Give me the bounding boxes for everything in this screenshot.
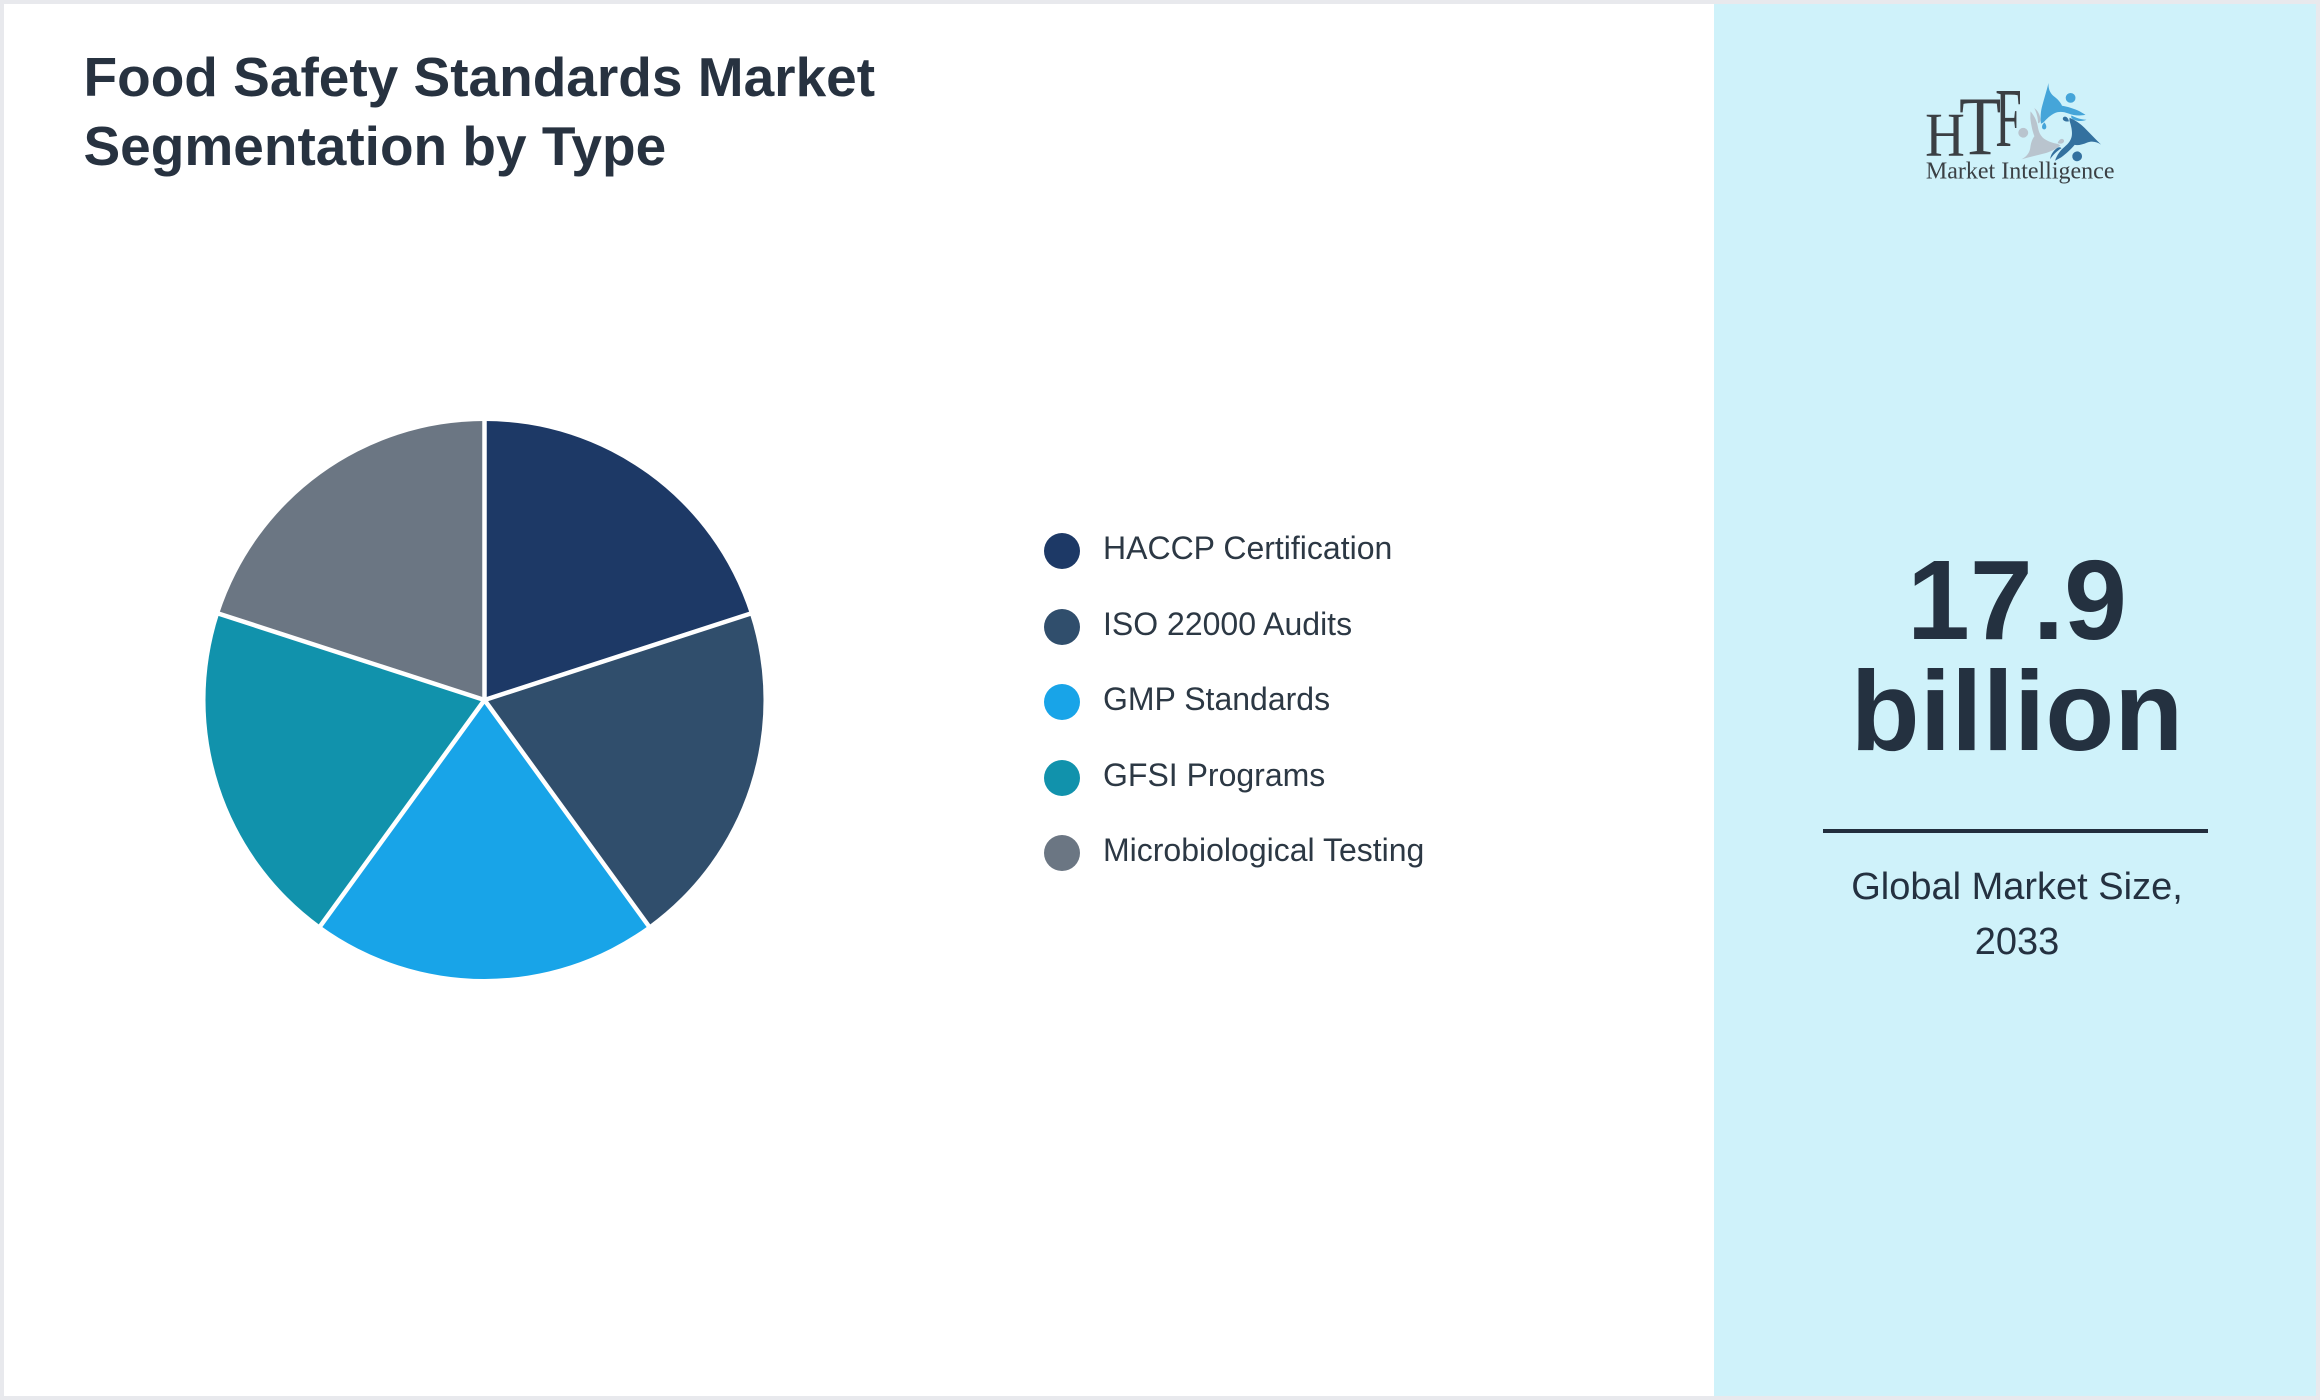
svg-text:Market Intelligence: Market Intelligence (1926, 158, 2115, 184)
svg-text:T: T (1959, 80, 2001, 173)
svg-text:H: H (1925, 99, 1965, 169)
svg-text:F: F (1995, 71, 2021, 164)
